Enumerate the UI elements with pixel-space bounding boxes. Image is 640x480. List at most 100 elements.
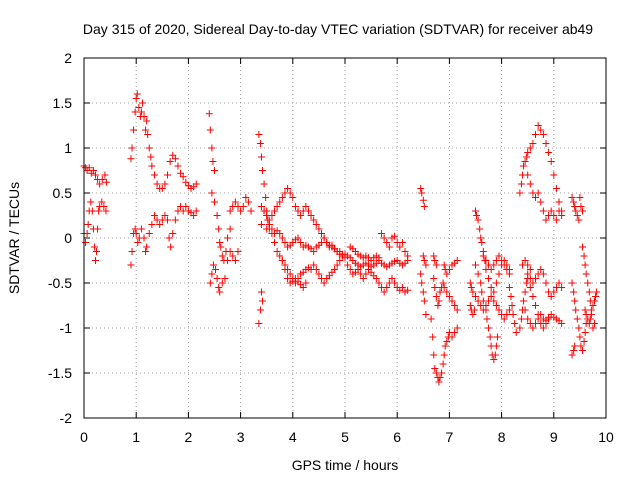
data-point: [485, 275, 493, 282]
data-point: [177, 169, 185, 177]
x-tick-label: 8: [498, 429, 506, 445]
data-point: [135, 104, 143, 111]
data-point: [391, 279, 399, 287]
data-point: [234, 248, 242, 255]
data-point: [218, 252, 226, 260]
data-point: [524, 171, 532, 179]
data-point: [144, 131, 152, 138]
data-point: [516, 189, 524, 197]
data-point: [492, 279, 500, 287]
x-tick-label: 5: [341, 429, 349, 445]
data-point: [532, 194, 540, 201]
data-point: [143, 117, 151, 125]
data-point: [532, 275, 540, 282]
x-axis-label: GPS time / hours: [292, 457, 399, 473]
data-point: [529, 140, 537, 147]
data-point: [521, 257, 529, 264]
data-point: [375, 279, 383, 287]
data-point: [478, 239, 486, 246]
data-point: [532, 302, 540, 309]
data-point: [492, 342, 500, 350]
y-tick-labels: -2 -1.5 -1 -0.5 0 0.5 1 1.5 2: [48, 50, 72, 426]
data-point: [498, 257, 506, 264]
data-point: [215, 284, 223, 291]
data-point: [524, 315, 532, 323]
data-point: [284, 275, 292, 282]
data-point: [359, 275, 367, 282]
data-point: [213, 275, 221, 282]
data-point: [145, 144, 153, 152]
data-point: [383, 239, 391, 246]
data-point: [539, 207, 547, 215]
data-point: [131, 108, 139, 116]
data-point: [315, 225, 323, 233]
data-point: [589, 324, 597, 332]
data-point: [299, 284, 307, 291]
data-point: [257, 153, 265, 161]
data-point: [503, 311, 511, 318]
data-point: [315, 270, 323, 278]
data-point: [453, 324, 461, 332]
data-point: [179, 173, 187, 181]
data-point: [259, 297, 267, 305]
data-point: [239, 203, 247, 210]
x-tick-label: 3: [237, 429, 245, 445]
data-point: [83, 230, 91, 237]
data-point: [539, 270, 547, 278]
data-point: [591, 297, 599, 305]
data-point: [218, 279, 226, 287]
data-point: [354, 266, 362, 273]
data-point: [294, 277, 302, 285]
y-tick-label: 0: [64, 230, 72, 246]
data-point: [581, 261, 589, 269]
data-point: [312, 221, 320, 228]
data-point: [418, 189, 426, 197]
data-point: [142, 248, 150, 255]
data-point: [265, 221, 273, 228]
y-tick-label: -2: [60, 410, 73, 426]
data-point: [206, 126, 214, 134]
data-point: [430, 252, 438, 260]
data-point: [508, 302, 516, 309]
data-point: [221, 275, 229, 282]
data-point: [90, 243, 98, 251]
data-point: [310, 261, 318, 269]
data-point: [505, 284, 513, 291]
data-point: [281, 239, 289, 246]
data-point: [575, 324, 583, 332]
data-point: [552, 185, 560, 192]
data-point: [404, 286, 412, 294]
data-point: [190, 212, 198, 219]
data-point: [398, 239, 406, 246]
data-point: [284, 185, 292, 192]
data-point: [512, 329, 520, 336]
data-point: [333, 261, 341, 269]
data-points: [80, 90, 601, 386]
data-point: [89, 167, 97, 174]
data-point: [166, 158, 174, 165]
data-point: [427, 315, 435, 323]
data-point: [529, 279, 537, 287]
data-point: [323, 239, 331, 246]
data-point: [137, 108, 145, 116]
data-point: [466, 302, 474, 309]
data-point: [568, 351, 576, 359]
chart-title: Day 315 of 2020, Sidereal Day-to-day VTE…: [83, 21, 593, 37]
data-point: [101, 171, 109, 179]
data-point: [278, 257, 286, 264]
data-point: [532, 131, 540, 138]
data-point: [579, 207, 587, 215]
data-point: [555, 198, 563, 206]
data-point: [558, 212, 566, 219]
data-point: [521, 306, 529, 314]
data-point: [231, 257, 239, 264]
data-point: [589, 302, 597, 309]
y-tick-label: 1: [64, 140, 72, 156]
data-point: [453, 306, 461, 314]
data-point: [378, 230, 386, 237]
data-point: [493, 333, 501, 341]
x-tick-label: 6: [393, 429, 401, 445]
data-point: [419, 288, 427, 296]
data-point: [380, 234, 388, 242]
